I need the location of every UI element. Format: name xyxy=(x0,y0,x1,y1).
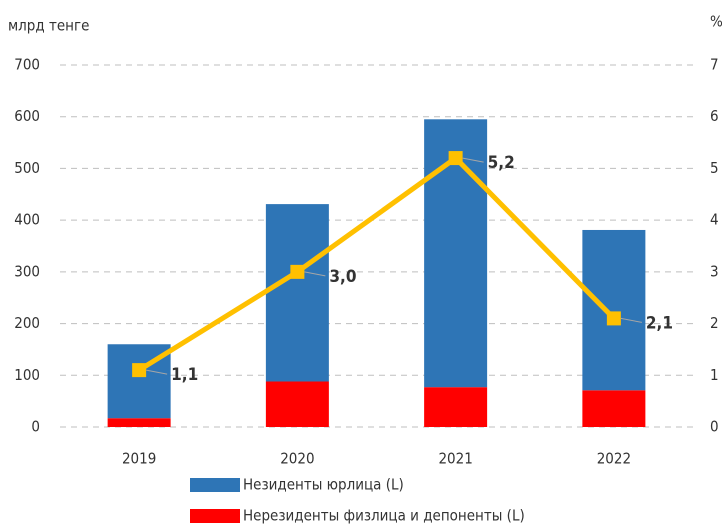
y-tick-label: 400 xyxy=(14,211,40,229)
line-marker xyxy=(132,363,147,378)
y-tick-label: 200 xyxy=(14,314,40,332)
leader-line xyxy=(304,271,326,277)
bar xyxy=(424,387,488,427)
y-tick-label: 600 xyxy=(14,107,40,125)
line-marker xyxy=(448,151,463,166)
legend-swatch xyxy=(190,478,240,492)
legend-swatch xyxy=(190,509,240,523)
leader-line xyxy=(146,369,168,375)
leader-line xyxy=(620,317,642,323)
bar xyxy=(265,204,329,382)
line-marker xyxy=(290,264,305,279)
y2-tick-label: 2 xyxy=(710,314,719,332)
x-tick-label: 2019 xyxy=(122,450,156,468)
data-label: 5,2 xyxy=(488,153,515,173)
y2-axis-label: % xyxy=(710,13,722,31)
bar xyxy=(582,390,646,427)
y-tick-label: 300 xyxy=(14,262,40,280)
data-label: 2,1 xyxy=(646,313,673,333)
y2-tick-label: 0 xyxy=(710,418,719,436)
x-tick-label: 2022 xyxy=(597,450,631,468)
bar xyxy=(582,229,646,391)
x-tick-label: 2020 xyxy=(280,450,314,468)
y-tick-label: 700 xyxy=(14,56,40,74)
bar xyxy=(107,418,171,427)
data-label: 3,0 xyxy=(329,267,356,287)
y2-tick-label: 1 xyxy=(710,366,719,384)
leader-line xyxy=(462,157,484,163)
bar xyxy=(265,381,329,427)
y-axis-label: млрд тенге xyxy=(8,17,89,35)
y2-tick-label: 6 xyxy=(710,107,719,125)
y2-tick-label: 7 xyxy=(710,56,719,74)
y2-tick-label: 5 xyxy=(710,159,719,177)
data-label: 1,1 xyxy=(171,365,198,385)
y2-tick-label: 3 xyxy=(710,262,719,280)
line-marker xyxy=(606,311,621,326)
legend-label: Нерезиденты физлица и депоненты (L) xyxy=(243,507,525,525)
legend-label: Незиденты юрлица (L) xyxy=(243,476,404,494)
line xyxy=(137,154,616,373)
y-tick-label: 100 xyxy=(14,366,40,384)
y2-tick-label: 4 xyxy=(710,211,719,229)
y-tick-label: 0 xyxy=(31,418,40,436)
x-tick-label: 2021 xyxy=(438,450,472,468)
y-tick-label: 500 xyxy=(14,159,40,177)
